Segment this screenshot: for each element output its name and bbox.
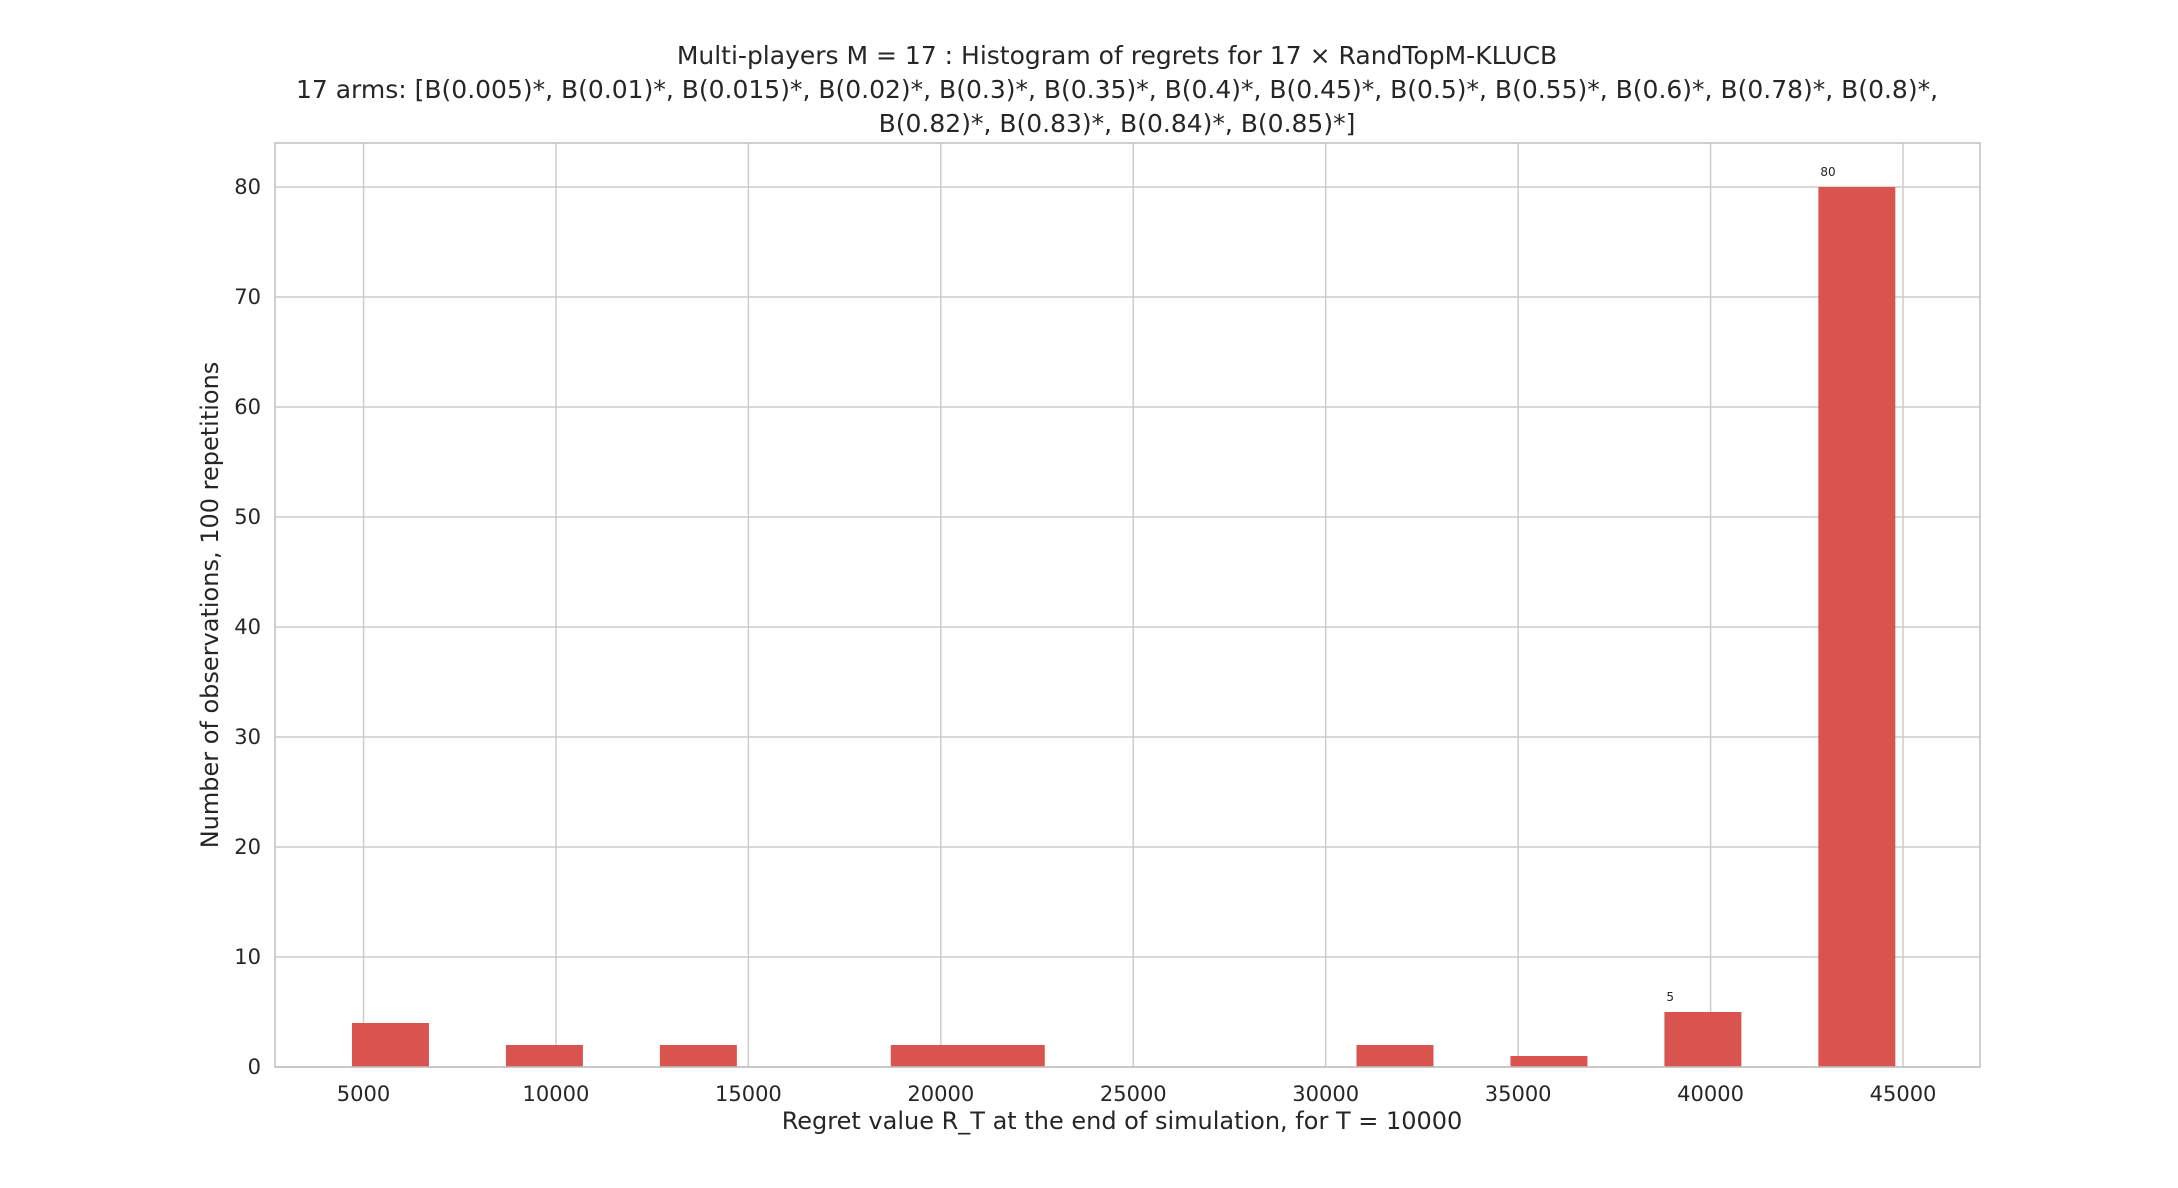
x-tick-label: 30000	[1292, 1082, 1359, 1106]
bar-count-label: 5	[1666, 990, 1674, 1004]
x-tick-label: 45000	[1870, 1082, 1937, 1106]
histogram-bar	[1510, 1056, 1588, 1067]
bars	[351, 187, 1896, 1067]
bar-count-label: 80	[1820, 165, 1835, 179]
x-tick-label: 35000	[1485, 1082, 1552, 1106]
y-tick-label: 30	[234, 725, 261, 749]
y-tick-label: 70	[234, 285, 261, 309]
chart-title-line-1: Multi-players M = 17 : Histogram of regr…	[677, 41, 1557, 70]
histogram-bar	[890, 1045, 1045, 1067]
grid-lines	[275, 143, 1980, 1068]
histogram-bar	[1664, 1012, 1742, 1067]
x-tick-labels: 5000 10000 15000 20000 25000 30000 35000 40000 4…	[337, 1082, 1937, 1106]
x-tick-label: 25000	[1100, 1082, 1167, 1106]
histogram-bar	[505, 1045, 583, 1067]
bar-labels: 5 80	[1666, 165, 1835, 1004]
y-tick-label: 80	[234, 175, 261, 199]
histogram-bar	[351, 1023, 429, 1067]
y-tick-label: 10	[234, 945, 261, 969]
y-tick-label: 50	[234, 505, 261, 529]
y-tick-label: 40	[234, 615, 261, 639]
chart-title-line-3: B(0.82)*, B(0.83)*, B(0.84)*, B(0.85)*]	[879, 109, 1356, 138]
x-tick-label: 40000	[1677, 1082, 1744, 1106]
y-tick-labels: 0 10 20 30 40 50 60 70 80	[234, 175, 261, 1079]
y-tick-label: 20	[234, 835, 261, 859]
x-tick-label: 10000	[523, 1082, 590, 1106]
chart-title-line-2: 17 arms: [B(0.005)*, B(0.01)*, B(0.015)*…	[296, 75, 1938, 104]
x-tick-label: 15000	[715, 1082, 782, 1106]
plot-frame	[274, 142, 1981, 1068]
histogram-bar	[1356, 1045, 1434, 1067]
histogram-bar	[659, 1045, 737, 1067]
y-tick-label: 0	[248, 1055, 261, 1079]
y-tick-label: 60	[234, 395, 261, 419]
y-axis-label: Number of observations, 100 repetitions	[196, 362, 224, 849]
histogram-bar	[1818, 187, 1896, 1067]
x-tick-label: 20000	[907, 1082, 974, 1106]
x-tick-label: 5000	[337, 1082, 390, 1106]
x-axis-label: Regret value R_T at the end of simulatio…	[782, 1107, 1463, 1135]
